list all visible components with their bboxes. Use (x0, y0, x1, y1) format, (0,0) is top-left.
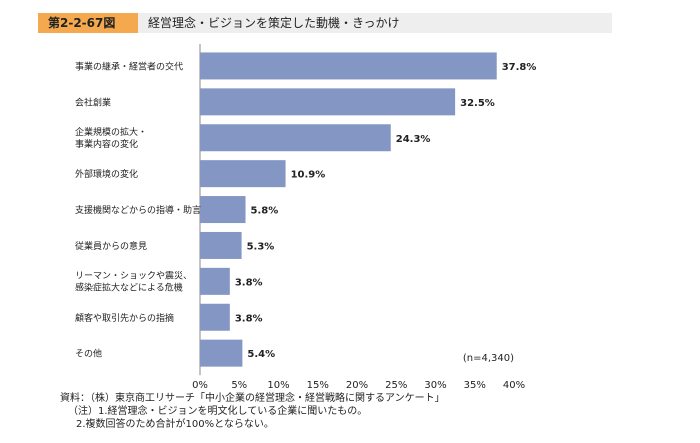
value-label-9: 5.4% (247, 349, 275, 360)
bar-6 (200, 231, 242, 259)
bar-3 (200, 124, 391, 152)
value-label-7: 3.8% (235, 277, 263, 288)
value-label-5: 5.8% (251, 206, 279, 217)
sample-size-annotation: (n=4,340) (463, 353, 514, 364)
value-label-4: 10.9% (291, 170, 326, 181)
value-label-1: 37.8% (502, 62, 537, 73)
x-tick-label-5: 20% (346, 380, 368, 391)
category-label-4: 外部環境の変化 (75, 168, 138, 180)
figure-title-bar: 第2-2-67図 経営理念・ビジョンを策定した動機・きっかけ (38, 13, 612, 33)
note-1: （注）1.経営理念・ビジョンを明文化している企業に聞いたもの。 (68, 406, 368, 417)
bar-4 (200, 160, 286, 188)
x-tick-label-7: 30% (424, 380, 446, 391)
x-tick-label-2: 5% (231, 380, 247, 391)
category-label-9: その他 (75, 348, 102, 360)
bar-8 (200, 303, 230, 331)
value-label-8: 3.8% (235, 313, 263, 324)
x-tick-label-4: 15% (307, 380, 329, 391)
x-tick-label-8: 35% (464, 380, 486, 391)
bar-2 (200, 88, 456, 116)
category-label-7: リーマン・ショックや震災、感染症拡大などによる危機 (75, 270, 192, 293)
source-note: 資料：（株）東京商工リサーチ「中小企業の経営理念・経営戦略に関するアンケート」 (60, 393, 445, 404)
value-label-3: 24.3% (396, 134, 431, 145)
figure-title: 経営理念・ビジョンを策定した動機・きっかけ (148, 16, 400, 30)
chart-notes: 資料：（株）東京商工リサーチ「中小企業の経営理念・経営戦略に関するアンケート」 … (60, 392, 445, 431)
category-label-8: 顧客や取引先からの指摘 (75, 312, 174, 324)
value-label-2: 32.5% (460, 98, 495, 109)
category-label-1: 事業の継承・経営者の交代 (75, 60, 183, 72)
bar-7 (200, 267, 230, 295)
bar-1 (200, 52, 497, 80)
x-tick-label-1: 0% (192, 380, 208, 391)
category-label-3: 企業規模の拡大・事業内容の変化 (75, 126, 147, 150)
category-label-2: 会社創業 (75, 96, 111, 108)
bar-5 (200, 196, 246, 224)
value-label-6: 5.3% (247, 241, 275, 252)
bar-chart: 37.8% 事業の継承・経営者の交代 32.5% 会社創業 24.3% 企業規模の拡大・事… (75, 44, 537, 391)
note-2: 2.複数回答のため合計が100%とならない。 (76, 419, 274, 430)
bar-9 (200, 339, 243, 367)
x-tick-label-6: 25% (385, 380, 407, 391)
category-label-5: 支援機関などからの指導・助言 (75, 204, 201, 216)
figure-number-badge: 第2-2-67図 (38, 13, 138, 33)
category-label-6: 従業員からの意見 (75, 240, 147, 252)
x-tick-label-9: 40% (503, 380, 525, 391)
x-tick-label-3: 10% (267, 380, 289, 391)
